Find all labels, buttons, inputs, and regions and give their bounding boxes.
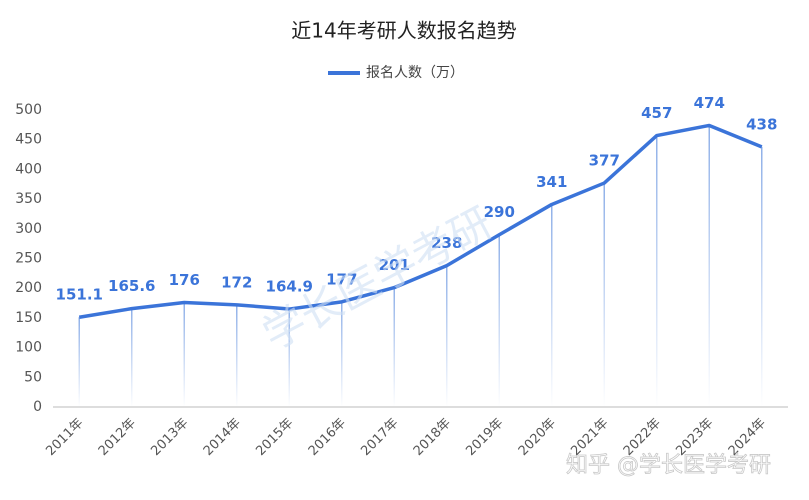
y-tick-label: 500 (15, 102, 42, 118)
data-label: 377 (589, 152, 620, 170)
drop-line (603, 183, 605, 407)
drop-line (393, 287, 395, 407)
y-tick-label: 400 (15, 161, 42, 177)
drop-line (708, 125, 710, 407)
data-label: 201 (379, 256, 410, 274)
drop-line (656, 135, 658, 408)
x-tick-label: 2019年 (463, 416, 506, 459)
data-label: 341 (536, 173, 567, 191)
data-label: 290 (484, 203, 515, 221)
y-tick-label: 300 (15, 221, 42, 237)
x-tick-label: 2011年 (43, 416, 86, 459)
data-label: 151.1 (56, 286, 103, 304)
x-tick-label: 2020年 (516, 416, 559, 459)
x-tick-label: 2018年 (411, 416, 454, 459)
legend-label: 报名人数（万） (366, 65, 464, 81)
data-label: 238 (431, 234, 462, 252)
data-label: 457 (641, 104, 672, 122)
data-label: 474 (694, 94, 725, 112)
drop-line (446, 265, 448, 407)
y-tick-label: 150 (15, 310, 42, 326)
drop-line (551, 204, 553, 407)
y-tick-label: 50 (24, 369, 42, 385)
data-label: 172 (221, 273, 252, 291)
drop-line (761, 146, 763, 407)
chart-title: 近14年考研人数报名趋势 (291, 19, 516, 43)
x-tick-label: 2016年 (306, 416, 349, 459)
y-tick-label: 450 (15, 132, 42, 148)
data-label: 165.6 (108, 277, 155, 295)
y-tick-label: 0 (33, 399, 42, 415)
x-tick-label: 2013年 (148, 416, 191, 459)
x-tick-label: 2015年 (253, 416, 296, 459)
x-tick-label: 2017年 (358, 416, 401, 459)
data-label: 176 (169, 271, 200, 289)
drop-line (498, 234, 500, 407)
data-label: 177 (326, 270, 357, 288)
line (78, 123, 763, 319)
data-label: 164.9 (266, 278, 313, 296)
drop-line (288, 309, 290, 407)
x-tick-label: 2012年 (96, 416, 139, 459)
drop-line (131, 308, 133, 407)
drop-line (183, 302, 185, 407)
drop-line (236, 304, 238, 407)
drop-line (341, 301, 343, 407)
y-tick-label: 100 (15, 340, 42, 356)
drop-line (78, 317, 80, 407)
y-tick-label: 250 (15, 251, 42, 267)
y-tick-label: 350 (15, 191, 42, 207)
data-label: 438 (746, 115, 777, 133)
watermark: 知乎 @学长医学考研 (566, 453, 771, 478)
x-tick-label: 2014年 (201, 416, 244, 459)
y-tick-label: 200 (15, 280, 42, 296)
